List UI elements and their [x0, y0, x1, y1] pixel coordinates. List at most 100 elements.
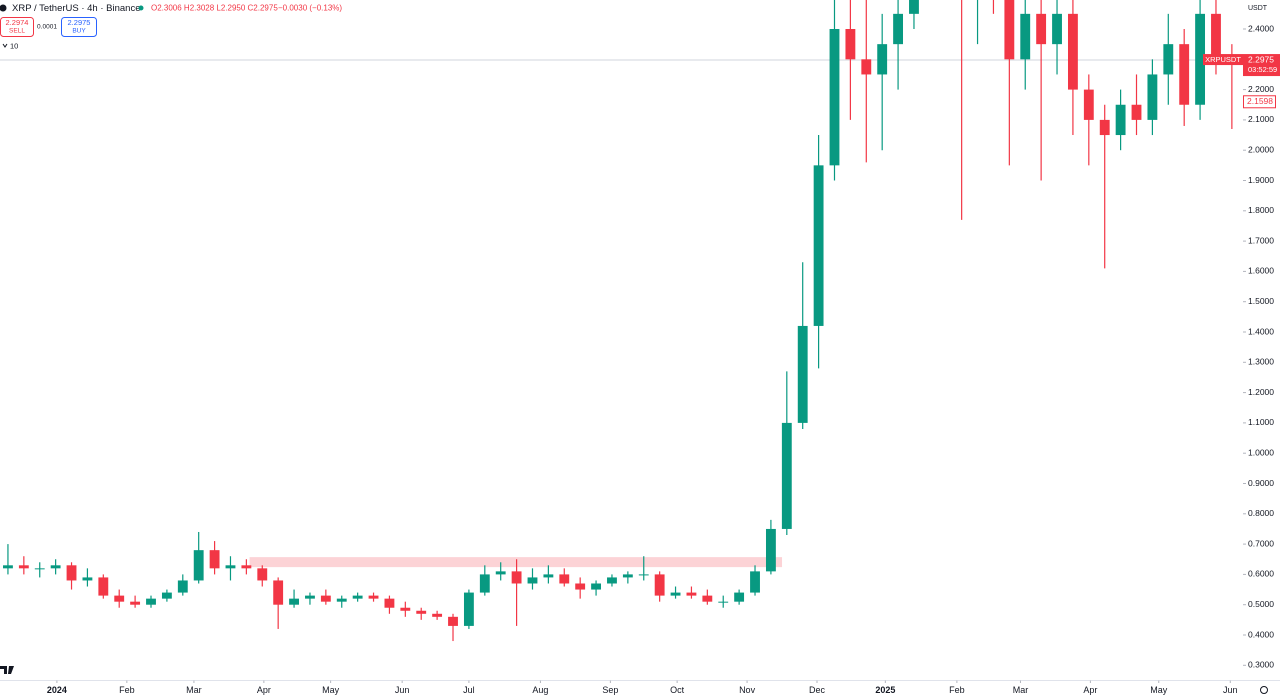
- buy-price: 2.2975: [68, 18, 91, 27]
- x-tick-label: May: [322, 685, 340, 695]
- ohlc-values: O2.3006 H2.3028 L2.2950 C2.2975: [151, 4, 278, 13]
- last-price-bg: [1243, 54, 1280, 77]
- x-tick-label: Nov: [739, 685, 756, 695]
- candle-body: [352, 595, 363, 599]
- y-tick-label: 0.9000: [1248, 478, 1274, 488]
- x-tick-label: Apr: [1083, 685, 1097, 695]
- candle-body: [1115, 104, 1126, 136]
- x-tick-label: Sep: [602, 685, 618, 695]
- y-tick-label: 1.6000: [1248, 266, 1274, 276]
- y-tick-label: 0.3000: [1248, 660, 1274, 670]
- symbol-tag: XRPUSDT: [1205, 55, 1241, 64]
- candle-body: [686, 592, 697, 596]
- y-tick-label: 2.4000: [1248, 23, 1274, 33]
- candle-body: [734, 592, 745, 602]
- candle-body: [750, 571, 760, 593]
- candle-body: [559, 574, 570, 584]
- candle-body: [1195, 13, 1206, 105]
- y-tick-label: 1.7000: [1248, 235, 1274, 245]
- x-tick-label: Dec: [809, 685, 826, 695]
- candle-body: [400, 607, 411, 611]
- candle-body: [241, 565, 252, 569]
- candle-body: [161, 592, 172, 599]
- y-tick-label: 0.7000: [1248, 538, 1274, 548]
- candle-body: [781, 422, 792, 529]
- x-tick-label: 2025: [875, 685, 895, 695]
- candle-body: [1083, 89, 1094, 120]
- candle-body: [98, 577, 109, 596]
- candle-body: [797, 325, 808, 423]
- candle-body: [1067, 13, 1078, 90]
- candle-body: [82, 577, 93, 581]
- candle-body: [1036, 13, 1047, 45]
- candle-body: [909, 0, 919, 14]
- candle-body: [1131, 104, 1142, 120]
- candle-body: [463, 592, 474, 626]
- x-tick-label: May: [1150, 685, 1168, 695]
- y-tick-label: 1.2000: [1248, 387, 1274, 397]
- y-tick-label: 1.4000: [1248, 326, 1274, 336]
- candle-body: [638, 574, 649, 576]
- y-tick-label: 1.8000: [1248, 205, 1274, 215]
- candle-body: [591, 583, 601, 590]
- y-tick-label: 0.4000: [1248, 629, 1274, 639]
- candle-body: [765, 528, 776, 572]
- candle-body: [1099, 119, 1110, 136]
- candle-body: [336, 598, 347, 602]
- market-status: [138, 5, 144, 11]
- candle-body: [1052, 13, 1062, 45]
- candle-body: [177, 580, 188, 593]
- sell-button[interactable]: [0, 17, 34, 37]
- y-tick-label: 2.1000: [1248, 114, 1274, 124]
- change: −0.0030 (−0.13%): [278, 4, 342, 13]
- x-tick-label: Mar: [1013, 685, 1029, 695]
- candle-body: [416, 610, 427, 614]
- marker-bg: [1243, 95, 1276, 109]
- sell-price: 2.2974: [6, 18, 29, 27]
- candle-body: [702, 595, 713, 602]
- candle-body: [1004, 0, 1015, 60]
- candle-body: [1179, 44, 1190, 105]
- y-tick-label: 1.1000: [1248, 417, 1274, 427]
- candle-body: [225, 565, 236, 569]
- candle-body: [670, 592, 681, 596]
- buy-label: BUY: [72, 28, 86, 35]
- candle-body: [432, 613, 443, 617]
- candle-body: [448, 616, 458, 626]
- candle-body: [718, 601, 729, 603]
- plot-area: [0, 0, 1243, 642]
- candle-body: [273, 580, 284, 605]
- symbol-tag-bg: [1203, 54, 1243, 66]
- indicator-count: 10: [10, 41, 18, 50]
- marker-label: 2.1598: [1247, 96, 1273, 106]
- x-tick-label: Apr: [257, 685, 271, 695]
- y-tick-label: 2.0000: [1248, 144, 1274, 154]
- x-tick-label: Oct: [670, 685, 685, 695]
- candle-body: [257, 568, 268, 581]
- price-zone: [249, 557, 783, 568]
- y-tick-label: 1.5000: [1248, 296, 1274, 306]
- candle-body: [368, 595, 379, 599]
- collapse-arrow[interactable]: [2, 43, 8, 48]
- y-tick-label: 0.8000: [1248, 508, 1274, 518]
- settings-icon[interactable]: [1260, 686, 1268, 694]
- candle-body: [893, 13, 904, 45]
- candle-body: [511, 571, 522, 584]
- y-tick-label: 2.2000: [1248, 84, 1274, 94]
- x-tick-label: Feb: [119, 685, 135, 695]
- symbol-icon: [0, 4, 7, 12]
- y-tick-label: 1.3000: [1248, 357, 1274, 367]
- y-tick-label: 0.5000: [1248, 599, 1274, 609]
- x-tick-label: 2024: [47, 685, 67, 695]
- last-price-label: 2.2975: [1248, 54, 1274, 64]
- candle-body: [384, 598, 395, 608]
- candle-body: [829, 29, 840, 166]
- buy-button[interactable]: [61, 17, 97, 37]
- y-tick-label: 1.9000: [1248, 175, 1274, 185]
- candle-body: [34, 568, 45, 570]
- x-tick-label: Jul: [463, 685, 475, 695]
- candle-body: [622, 574, 633, 578]
- x-tick-label: Feb: [949, 685, 965, 695]
- candle-body: [877, 44, 888, 75]
